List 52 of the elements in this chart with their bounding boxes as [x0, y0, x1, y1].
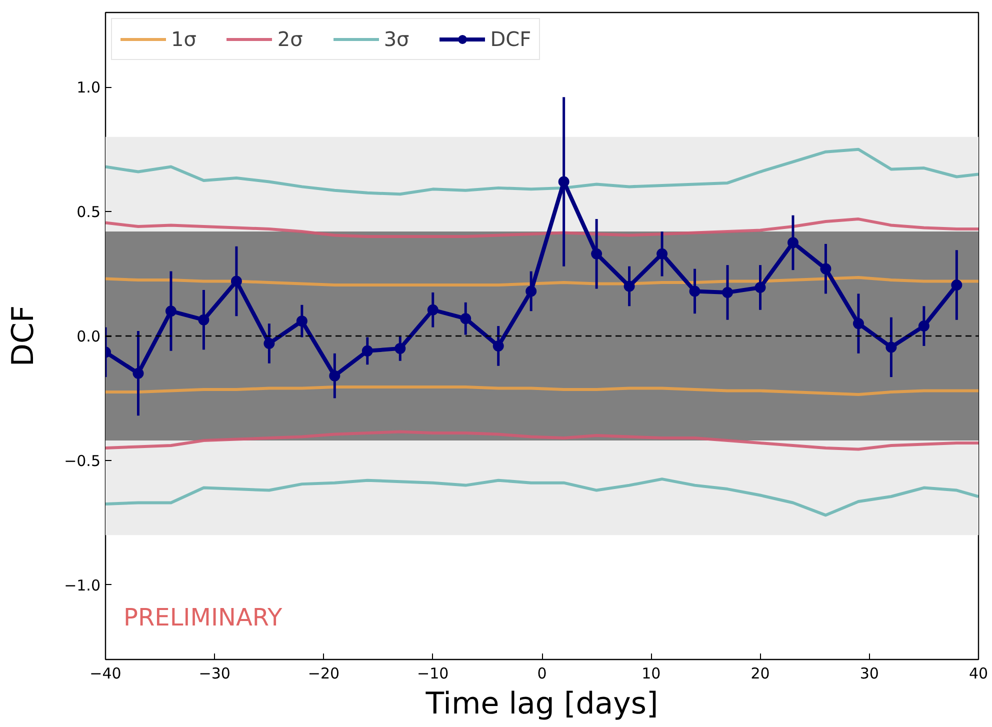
point [787, 237, 798, 248]
line-series [106, 218, 978, 238]
point [820, 263, 832, 274]
x-tick-label: −40 [90, 664, 122, 682]
point [460, 313, 472, 324]
point [689, 286, 700, 297]
annotation: PRELIMINARY [124, 604, 283, 632]
x-tick-label: 30 [860, 664, 879, 682]
point [951, 279, 962, 290]
x-tick-label: 40 [968, 664, 988, 682]
point [296, 316, 308, 327]
legend-label: 3σ [384, 27, 410, 51]
point [656, 248, 668, 260]
y-tick-label: −0.5 [64, 452, 101, 470]
point [558, 176, 570, 188]
point [492, 340, 504, 352]
point [165, 306, 176, 317]
x-axis-title: Time lag [days] [424, 686, 658, 722]
point [394, 342, 406, 354]
point [722, 286, 734, 298]
point [624, 280, 635, 292]
point [329, 370, 340, 382]
point [526, 286, 537, 297]
legend-label: 1σ [171, 27, 196, 51]
y-tick-label: 1.0 [76, 78, 101, 97]
point [852, 318, 864, 330]
legend-label: DCF [490, 27, 532, 51]
x-tick-label: 10 [642, 664, 661, 682]
x-tick-label: 20 [750, 664, 770, 682]
line-series [106, 430, 978, 451]
line-series [106, 148, 978, 196]
y-tick-label: 0.0 [76, 328, 101, 346]
x-tick-label: −10 [417, 664, 449, 682]
point [591, 248, 602, 260]
x-tick-label: 0 [537, 664, 547, 682]
point [132, 368, 144, 379]
point [198, 314, 210, 326]
point [264, 338, 275, 349]
point [886, 342, 897, 353]
line-series [106, 386, 978, 396]
point [362, 345, 373, 356]
y-axis-title: DCF [6, 305, 42, 367]
x-tick-label: −30 [198, 664, 230, 682]
point [918, 320, 930, 332]
legend-label: 2σ [277, 27, 303, 51]
point [754, 282, 766, 293]
line-series [106, 478, 978, 517]
y-tick-label: 0.5 [76, 203, 101, 222]
point [427, 304, 438, 316]
y-tick-label: −1.0 [64, 576, 101, 594]
point [230, 276, 242, 287]
x-tick-label: −20 [308, 664, 340, 682]
